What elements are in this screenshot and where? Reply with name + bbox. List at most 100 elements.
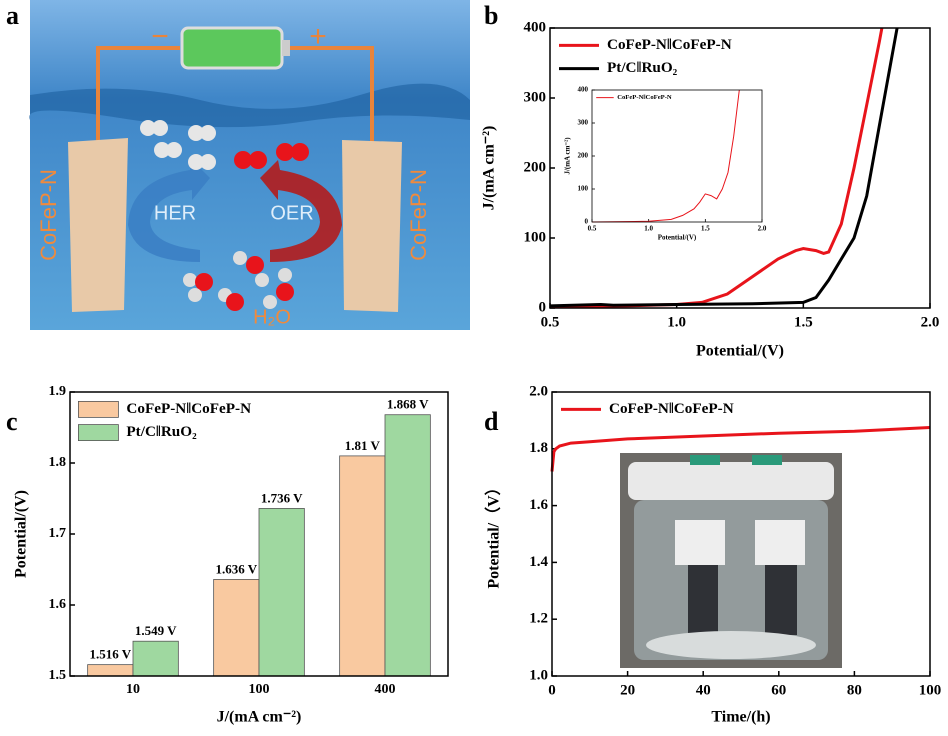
x-tick-label: 1.5 <box>794 314 813 330</box>
x-tick-label: 0.5 <box>588 225 597 233</box>
o2-molecules <box>234 143 309 169</box>
y-tick-label: 0 <box>585 218 589 226</box>
y-tick-label: 1.8 <box>529 440 548 456</box>
x-tick-label: 1.0 <box>644 225 653 233</box>
y-tick-label: 1.7 <box>49 526 67 541</box>
water-molecules <box>183 251 294 311</box>
y-tick-label: 1.2 <box>529 611 548 627</box>
lid-clip <box>690 455 720 465</box>
oer-label: OER <box>270 202 313 224</box>
bar <box>132 640 179 677</box>
electrode <box>68 138 128 312</box>
data-line <box>591 89 740 223</box>
y-axis-label: J/(mA cm⁻²) <box>481 126 498 211</box>
y-tick-label: 1.8 <box>49 455 67 470</box>
x-tick-label: 40 <box>696 682 711 698</box>
y-tick-label: 300 <box>578 119 589 127</box>
plot-frame <box>591 89 763 223</box>
x-tick-label: 20 <box>620 682 635 698</box>
panel-label: c <box>6 407 18 436</box>
battery-tip <box>282 40 290 56</box>
x-tick-label: 1.5 <box>701 225 710 233</box>
y-axis-label: Potential/(V) <box>13 490 30 578</box>
holder <box>675 520 725 565</box>
legend-label: Pt/C‖RuO₂ <box>607 59 678 76</box>
y-tick-label: 300 <box>524 89 547 105</box>
x-tick-label: 10 <box>126 682 140 697</box>
x-axis-label: Potential/(V) <box>658 234 697 242</box>
oer-arrow <box>260 160 342 262</box>
y-tick-label: 1.6 <box>529 497 548 513</box>
x-tick-label: 400 <box>375 682 396 697</box>
plot-frame <box>69 391 449 677</box>
water-label: H₂O <box>253 306 291 328</box>
data-line <box>549 27 899 308</box>
wave <box>29 83 470 128</box>
beaker-lid <box>628 462 834 500</box>
bar <box>384 414 431 677</box>
x-tick-label: 80 <box>847 682 862 698</box>
legend-label: CoFeP-N‖CoFeP-N <box>126 400 251 417</box>
her-label: HER <box>154 202 196 224</box>
value-label: 1.516 V <box>89 647 131 662</box>
x-axis-label: J/(mA cm⁻²) <box>217 709 302 726</box>
panel-label: a <box>6 1 19 30</box>
plot-frame <box>549 27 931 309</box>
y-tick-label: 200 <box>524 159 547 175</box>
y-tick-label: 100 <box>578 185 589 193</box>
electrode-photo <box>765 565 797 635</box>
beaker-bottom <box>646 631 816 659</box>
value-label: 1.636 V <box>215 561 257 576</box>
y-tick-label: 1.9 <box>49 384 67 399</box>
y-tick-label: 1.5 <box>49 668 67 683</box>
plot-frame <box>551 391 931 677</box>
value-label: 1.81 V <box>345 438 381 453</box>
minus-sign: − <box>151 20 169 53</box>
h2-molecules <box>140 120 216 170</box>
legend-swatch <box>78 424 119 442</box>
value-label: 1.736 V <box>261 490 303 505</box>
x-tick-label: 60 <box>771 682 786 698</box>
battery <box>180 26 284 70</box>
y-tick-label: 100 <box>524 229 547 245</box>
x-axis-label: Potential/(V) <box>696 343 784 360</box>
y-tick-label: 1.4 <box>529 554 548 570</box>
x-tick-label: 1.0 <box>667 314 686 330</box>
legend-swatch <box>78 400 119 418</box>
legend-label: Pt/C‖RuO₂ <box>126 423 197 440</box>
y-axis-label: Potential/（V） <box>485 479 503 588</box>
y-tick-label: 2.0 <box>529 383 548 399</box>
x-axis-label: Time/(h) <box>711 709 770 726</box>
photo <box>620 453 842 668</box>
y-tick-label: 200 <box>578 152 589 160</box>
panel-label: d <box>484 407 499 436</box>
x-tick-label: 100 <box>249 682 270 697</box>
holder <box>755 520 805 565</box>
y-tick-label: 0 <box>539 299 547 315</box>
legend-label: CoFeP-N‖CoFeP-N <box>609 400 734 417</box>
inset-background <box>592 90 762 222</box>
y-axis-label: J/(mA cm⁻²) <box>564 137 572 175</box>
wire <box>96 46 374 145</box>
y-tick-label: 400 <box>524 19 547 35</box>
electrode-label: CoFeP-N <box>36 169 61 261</box>
legend-label: CoFeP-N‖CoFeP-N <box>617 94 672 101</box>
y-tick-label: 1.0 <box>529 667 548 683</box>
panel-label: b <box>484 1 498 30</box>
bar <box>258 508 305 677</box>
bar <box>213 579 260 677</box>
x-tick-label: 2.0 <box>758 225 767 233</box>
her-arrow <box>128 160 210 262</box>
lid-clip <box>752 455 782 465</box>
value-label: 1.549 V <box>135 623 177 638</box>
electrode-label: CoFeP-N <box>406 169 431 261</box>
electrode-photo <box>688 565 718 635</box>
bar <box>87 664 134 677</box>
y-tick-label: 400 <box>578 86 589 94</box>
x-tick-label: 2.0 <box>921 314 940 330</box>
schematic: − + CoFeP-N CoFeP-N HER OER H₂O <box>29 0 470 330</box>
electrode <box>342 140 402 312</box>
x-tick-label: 0 <box>548 682 556 698</box>
plus-sign: + <box>309 20 327 53</box>
